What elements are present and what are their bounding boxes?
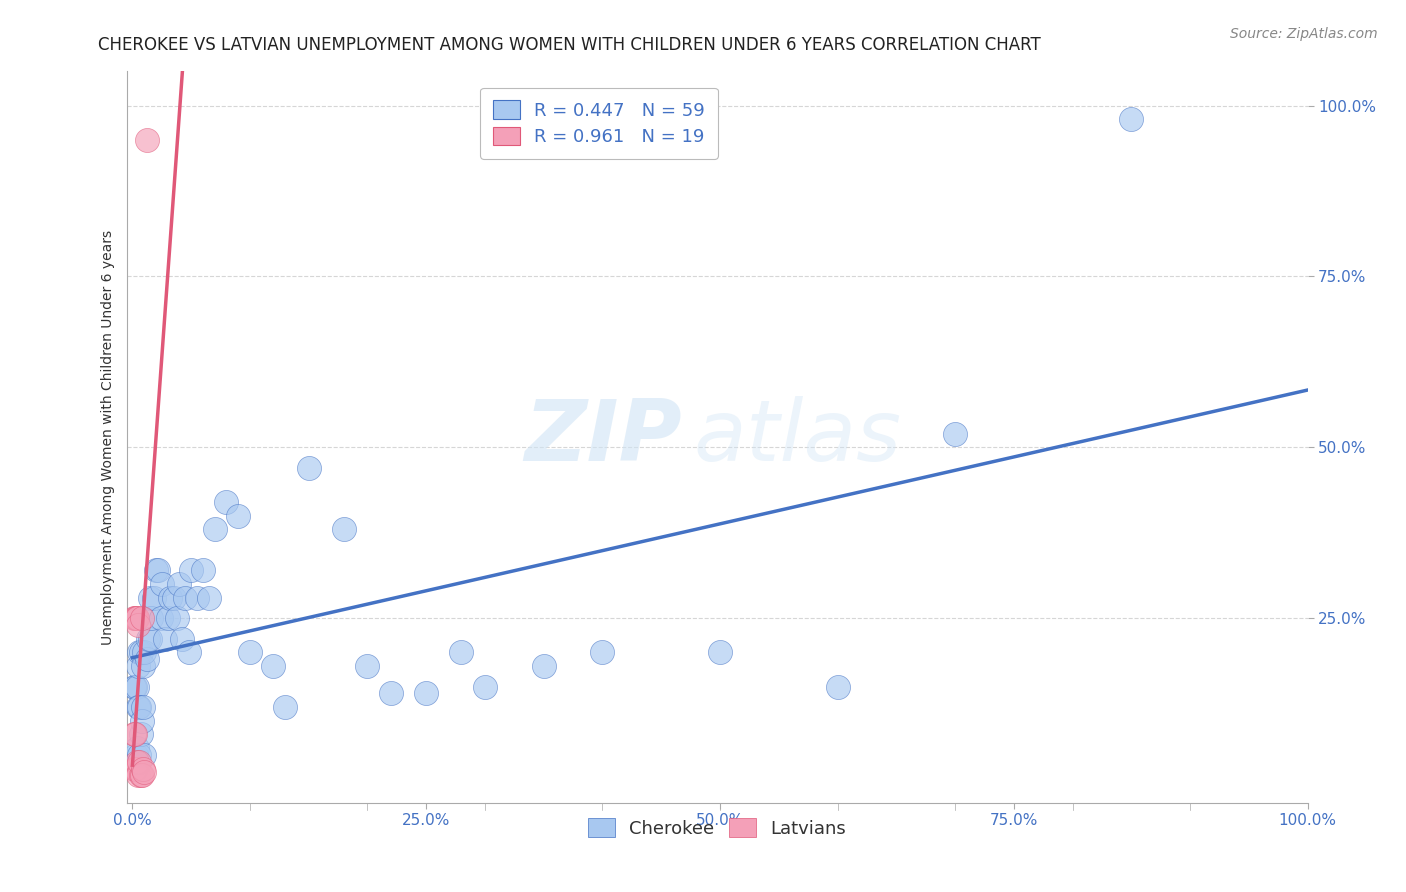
Point [139, 591, 162, 605]
Point [174, 591, 197, 605]
Text: Source: ZipAtlas.com: Source: ZipAtlas.com [1230, 27, 1378, 41]
Point [122, 611, 145, 625]
Point [943, 426, 966, 441]
Point [127, 680, 149, 694]
Point [149, 611, 172, 625]
Point [136, 632, 159, 646]
Point [159, 591, 181, 605]
Point [127, 618, 149, 632]
Point [122, 727, 145, 741]
Point [128, 755, 150, 769]
Point [155, 632, 177, 646]
Point [122, 762, 145, 776]
Point [125, 611, 148, 625]
Point [127, 755, 149, 769]
Point [150, 577, 173, 591]
Point [127, 700, 149, 714]
Point [169, 577, 191, 591]
Point [131, 768, 153, 782]
Point [128, 645, 150, 659]
Point [148, 563, 170, 577]
Point [166, 611, 188, 625]
Point [170, 632, 193, 646]
Point [474, 680, 496, 694]
Point [132, 659, 155, 673]
Point [142, 591, 165, 605]
Point [380, 686, 402, 700]
Point [239, 645, 262, 659]
Point [127, 768, 149, 782]
Point [122, 680, 145, 694]
Point [124, 727, 146, 741]
Point [131, 611, 153, 625]
Point [145, 563, 167, 577]
Point [226, 508, 249, 523]
Point [592, 645, 614, 659]
Point [134, 747, 156, 762]
Point [134, 645, 156, 659]
Point [333, 522, 356, 536]
Point [124, 680, 146, 694]
Text: CHEROKEE VS LATVIAN UNEMPLOYMENT AMONG WOMEN WITH CHILDREN UNDER 6 YEARS CORRELA: CHEROKEE VS LATVIAN UNEMPLOYMENT AMONG W… [98, 36, 1042, 54]
Point [204, 522, 226, 536]
Point [127, 741, 149, 756]
Point [180, 563, 202, 577]
Point [533, 659, 555, 673]
Point [298, 460, 321, 475]
Point [124, 611, 146, 625]
Point [1121, 112, 1143, 127]
Point [132, 762, 155, 776]
Point [132, 700, 155, 714]
Point [356, 659, 378, 673]
Legend: Cherokee, Latvians: Cherokee, Latvians [581, 811, 853, 845]
Point [191, 563, 214, 577]
Point [827, 680, 849, 694]
Point [135, 652, 157, 666]
Point [156, 611, 179, 625]
Point [274, 700, 297, 714]
Point [262, 659, 284, 673]
Point [198, 591, 221, 605]
Point [177, 645, 200, 659]
Point [450, 645, 472, 659]
Point [134, 765, 156, 780]
Y-axis label: Unemployment Among Women with Children Under 6 years: Unemployment Among Women with Children U… [101, 229, 115, 645]
Text: atlas: atlas [693, 395, 901, 479]
Point [127, 611, 149, 625]
Point [415, 686, 437, 700]
Point [131, 714, 153, 728]
Point [128, 747, 150, 762]
Point [162, 591, 184, 605]
Point [125, 747, 148, 762]
Text: ZIP: ZIP [524, 395, 682, 479]
Point [215, 495, 238, 509]
Point [709, 645, 731, 659]
Point [186, 591, 208, 605]
Point [129, 645, 152, 659]
Point [125, 762, 148, 776]
Point [135, 133, 157, 147]
Point [141, 611, 163, 625]
Point [128, 700, 150, 714]
Point [127, 659, 149, 673]
Point [129, 727, 152, 741]
Point [139, 632, 162, 646]
Point [129, 768, 152, 782]
Point [124, 762, 146, 776]
